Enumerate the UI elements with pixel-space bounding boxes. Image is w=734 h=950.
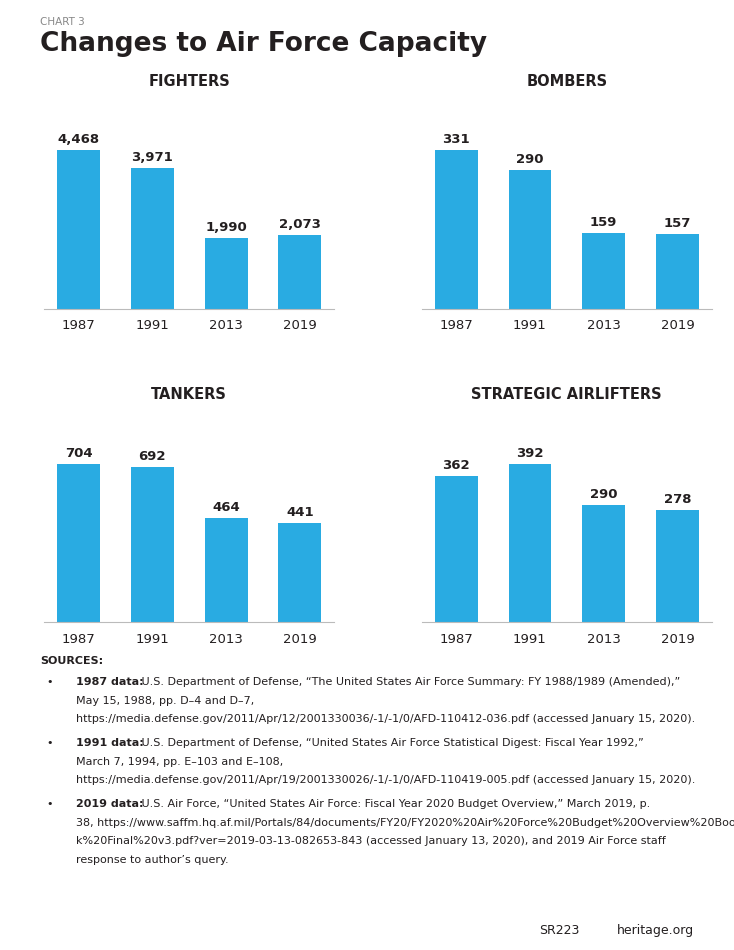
Text: k%20Final%20v3.pdf?ver=2019-03-13-082653-843 (accessed January 13, 2020), and 20: k%20Final%20v3.pdf?ver=2019-03-13-082653…: [76, 836, 666, 846]
Text: March 7, 1994, pp. E–103 and E–108,: March 7, 1994, pp. E–103 and E–108,: [76, 757, 284, 767]
Text: SOURCES:: SOURCES:: [40, 656, 103, 666]
Text: 4,468: 4,468: [57, 133, 100, 146]
Text: 331: 331: [443, 133, 470, 146]
Text: U.S. Air Force, “United States Air Force: Fiscal Year 2020 Budget Overview,” Mar: U.S. Air Force, “United States Air Force…: [138, 799, 650, 808]
Text: •: •: [46, 677, 53, 687]
Text: 2019 data:: 2019 data:: [76, 799, 144, 808]
Bar: [131, 466, 174, 622]
Text: U.S. Department of Defense, “United States Air Force Statistical Digest: Fiscal : U.S. Department of Defense, “United Stat…: [138, 738, 644, 748]
Text: SR223: SR223: [539, 923, 580, 937]
Bar: [509, 170, 551, 309]
Bar: [656, 510, 699, 622]
Bar: [205, 238, 247, 309]
Text: 441: 441: [286, 506, 313, 519]
Text: Changes to Air Force Capacity: Changes to Air Force Capacity: [40, 31, 487, 57]
Text: 2,073: 2,073: [279, 218, 321, 232]
Text: 1991 data:: 1991 data:: [76, 738, 145, 748]
Text: May 15, 1988, pp. D–4 and D–7,: May 15, 1988, pp. D–4 and D–7,: [76, 695, 255, 706]
Text: 464: 464: [212, 501, 240, 514]
Text: U.S. Department of Defense, “The United States Air Force Summary: FY 1988/1989 (: U.S. Department of Defense, “The United …: [138, 677, 680, 687]
Bar: [435, 476, 478, 622]
Text: •: •: [46, 738, 53, 748]
Text: 157: 157: [664, 217, 691, 230]
Text: 1,990: 1,990: [206, 221, 247, 235]
Bar: [131, 168, 174, 309]
Text: 1987 data:: 1987 data:: [76, 677, 144, 687]
Text: 362: 362: [443, 459, 470, 472]
Text: 159: 159: [590, 216, 617, 229]
Title: TANKERS: TANKERS: [151, 388, 228, 403]
Bar: [582, 505, 625, 622]
Title: FIGHTERS: FIGHTERS: [148, 74, 230, 89]
Text: •: •: [46, 799, 53, 808]
Bar: [582, 233, 625, 309]
Title: BOMBERS: BOMBERS: [526, 74, 607, 89]
Bar: [509, 464, 551, 622]
Text: https://media.defense.gov/2011/Apr/19/2001330026/-1/-1/0/AFD-110419-005.pdf (acc: https://media.defense.gov/2011/Apr/19/20…: [76, 775, 696, 786]
Bar: [278, 236, 321, 309]
Text: CHART 3: CHART 3: [40, 17, 85, 28]
Text: 392: 392: [516, 446, 544, 460]
Bar: [435, 150, 478, 309]
Bar: [57, 150, 100, 309]
Text: heritage.org: heritage.org: [617, 923, 694, 937]
Text: response to author’s query.: response to author’s query.: [76, 855, 229, 865]
Text: 692: 692: [139, 449, 166, 463]
Title: STRATEGIC AIRLIFTERS: STRATEGIC AIRLIFTERS: [471, 388, 662, 403]
Text: 3,971: 3,971: [131, 151, 173, 164]
Text: 704: 704: [65, 446, 92, 460]
Text: 290: 290: [590, 488, 617, 502]
Text: 290: 290: [516, 153, 544, 166]
Text: 278: 278: [664, 493, 691, 506]
Bar: [278, 523, 321, 622]
Bar: [205, 518, 247, 622]
Text: 38, https://www.saffm.hq.af.mil/Portals/84/documents/FY20/FY2020%20Air%20Force%2: 38, https://www.saffm.hq.af.mil/Portals/…: [76, 818, 734, 827]
Bar: [656, 234, 699, 309]
Text: https://media.defense.gov/2011/Apr/12/2001330036/-1/-1/0/AFD-110412-036.pdf (acc: https://media.defense.gov/2011/Apr/12/20…: [76, 714, 696, 725]
Bar: [57, 464, 100, 622]
